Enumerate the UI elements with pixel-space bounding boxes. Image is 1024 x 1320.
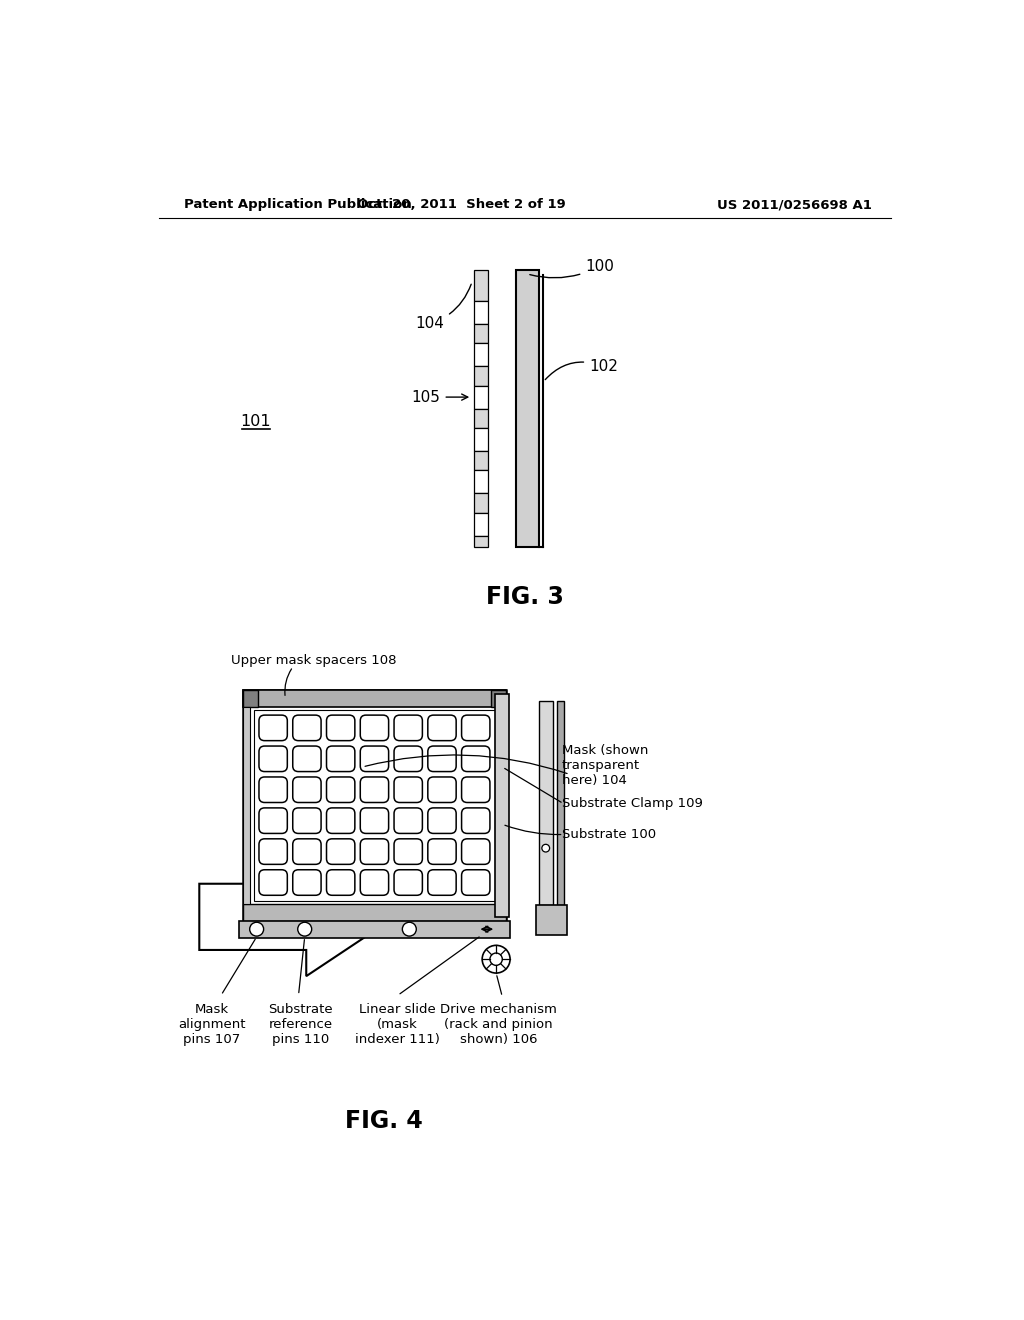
Circle shape bbox=[542, 845, 550, 851]
Text: US 2011/0256698 A1: US 2011/0256698 A1 bbox=[717, 198, 872, 211]
Text: 100: 100 bbox=[529, 259, 614, 277]
Bar bbox=[474, 385, 487, 409]
Bar bbox=[243, 689, 506, 706]
Bar bbox=[474, 451, 487, 470]
Bar bbox=[254, 710, 496, 900]
Bar bbox=[243, 706, 251, 904]
Text: Drive mechanism
(rack and pinion
shown) 106: Drive mechanism (rack and pinion shown) … bbox=[440, 1003, 557, 1045]
Circle shape bbox=[402, 923, 417, 936]
Circle shape bbox=[482, 945, 510, 973]
Text: Mask (shown
transparent
here) 104: Mask (shown transparent here) 104 bbox=[562, 743, 648, 787]
Text: FIG. 3: FIG. 3 bbox=[485, 585, 564, 610]
Text: 105: 105 bbox=[412, 389, 468, 405]
Bar bbox=[536, 906, 566, 935]
Bar bbox=[557, 701, 563, 906]
Circle shape bbox=[250, 923, 263, 936]
Text: FIG. 4: FIG. 4 bbox=[345, 1109, 423, 1133]
Text: Substrate Clamp 109: Substrate Clamp 109 bbox=[562, 797, 702, 810]
Bar bbox=[539, 701, 553, 906]
Bar bbox=[474, 428, 487, 451]
Text: Mask
alignment
pins 107: Mask alignment pins 107 bbox=[178, 1003, 246, 1045]
Bar bbox=[474, 343, 487, 367]
Bar bbox=[474, 494, 487, 512]
Bar bbox=[515, 271, 539, 548]
Bar bbox=[490, 689, 506, 706]
Bar bbox=[474, 470, 487, 494]
Bar bbox=[496, 693, 509, 917]
Circle shape bbox=[298, 923, 311, 936]
Text: 101: 101 bbox=[241, 414, 271, 429]
Text: Oct. 20, 2011  Sheet 2 of 19: Oct. 20, 2011 Sheet 2 of 19 bbox=[357, 198, 565, 211]
Bar bbox=[474, 271, 487, 301]
Text: 102: 102 bbox=[545, 359, 618, 380]
Bar bbox=[474, 536, 487, 548]
Text: 104: 104 bbox=[416, 284, 471, 331]
Text: Linear slide
(mask
indexer 111): Linear slide (mask indexer 111) bbox=[355, 1003, 440, 1045]
Text: Substrate
reference
pins 110: Substrate reference pins 110 bbox=[268, 1003, 333, 1045]
Text: Patent Application Publication: Patent Application Publication bbox=[183, 198, 412, 211]
Bar bbox=[474, 323, 487, 343]
Bar bbox=[239, 921, 510, 937]
Text: Upper mask spacers 108: Upper mask spacers 108 bbox=[231, 653, 396, 667]
Circle shape bbox=[489, 953, 503, 965]
Bar bbox=[243, 689, 506, 921]
Bar bbox=[474, 367, 487, 385]
Bar bbox=[474, 409, 487, 428]
Bar bbox=[243, 689, 258, 706]
Text: Substrate 100: Substrate 100 bbox=[562, 828, 656, 841]
Bar bbox=[474, 301, 487, 323]
Bar bbox=[474, 512, 487, 536]
Bar bbox=[243, 904, 506, 921]
